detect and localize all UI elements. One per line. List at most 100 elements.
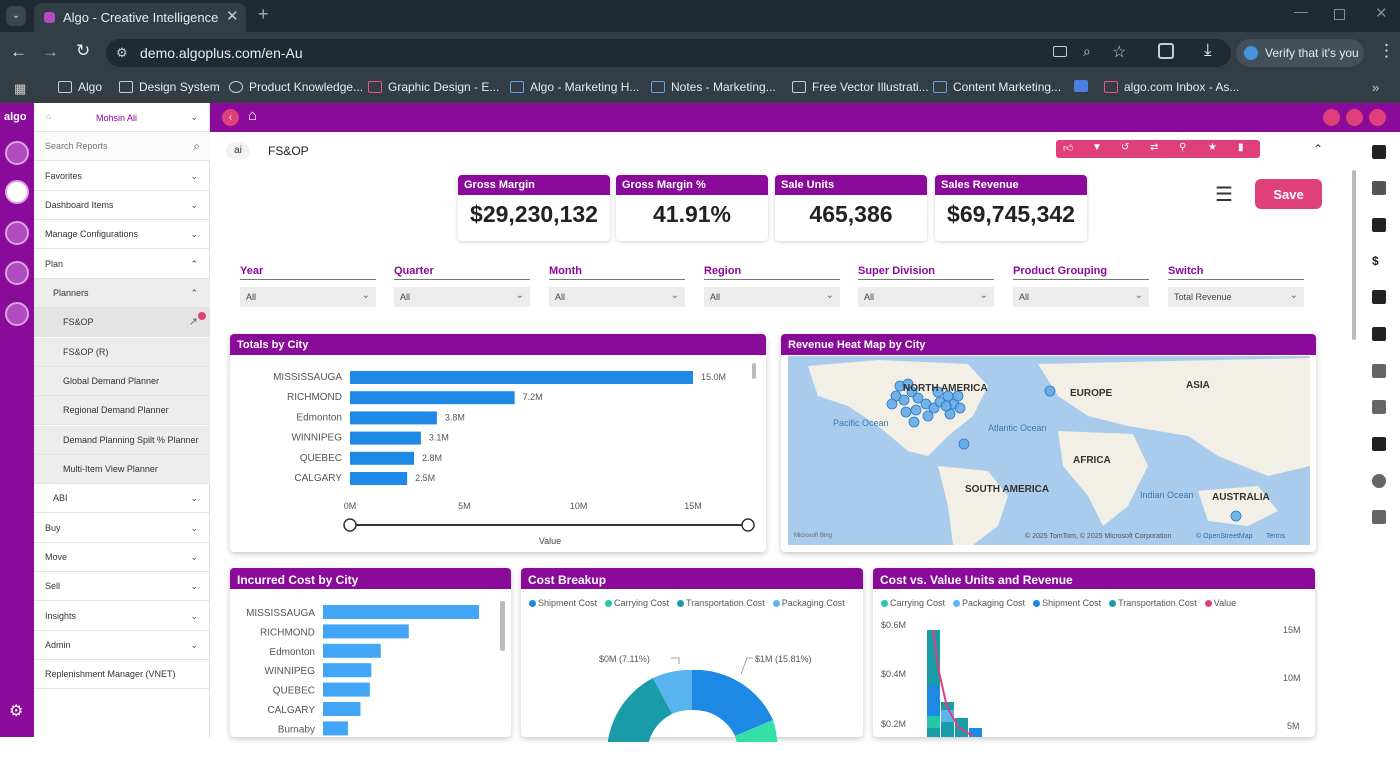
trend-icon[interactable] — [1372, 181, 1386, 195]
osm-link[interactable]: © OpenStreetMap — [1196, 532, 1253, 540]
reload-icon[interactable]: ↻ — [76, 41, 91, 60]
sidebar-item-insights[interactable]: Insights ⌄ — [34, 602, 210, 631]
tab-list-button[interactable]: ⌄ — [6, 6, 26, 26]
restore-icon[interactable] — [1334, 9, 1345, 20]
map-bing-logo: Microsoft Bing — [794, 533, 832, 539]
dashboard-icon[interactable] — [5, 180, 29, 204]
cast-icon[interactable] — [1053, 46, 1067, 57]
filter-select[interactable]: All ⌄ — [394, 287, 530, 307]
bookmark-star-icon[interactable]: ☆ — [1112, 44, 1127, 61]
bookmark-algo[interactable]: Algo — [58, 80, 102, 94]
thumbs-down-icon[interactable]: ▼ — [1092, 142, 1102, 153]
page-scrollbar[interactable] — [1352, 170, 1356, 340]
address-bar[interactable]: ⚙ demo.algoplus.com/en-Au ⌕ ☆ — [106, 39, 1231, 67]
bookmark-notes[interactable]: Notes - Marketing... — [651, 80, 776, 94]
save-button[interactable]: Save — [1255, 179, 1322, 209]
waveform-icon[interactable] — [1372, 364, 1386, 378]
thumbs-up-icon[interactable]: 👍︎ — [1063, 143, 1074, 154]
filter-select[interactable]: All ⌄ — [858, 287, 994, 307]
sidebar-item-manage-configurations[interactable]: Manage Configurations ⌄ — [34, 220, 210, 249]
sidebar-item-replenishment-manager[interactable]: Replenishment Manager (VNET) — [34, 660, 210, 689]
filter-select[interactable]: Total Revenue ⌄ — [1168, 287, 1304, 307]
pin-icon[interactable]: ⚲ — [1179, 142, 1187, 153]
bell-icon[interactable] — [1372, 145, 1386, 159]
site-info-icon[interactable]: ⚙ — [116, 45, 128, 60]
truck-icon[interactable] — [5, 221, 29, 245]
zoom-icon[interactable]: ⌕ — [1083, 43, 1091, 59]
bookmark-graphic-design[interactable]: Graphic Design - E... — [368, 80, 499, 94]
star-icon[interactable]: ★ — [1208, 142, 1217, 153]
sidebar-item-plan[interactable]: Plan ⌃ — [34, 250, 210, 279]
add-list-icon[interactable] — [1372, 510, 1386, 524]
close-icon[interactable]: ✕ — [226, 8, 239, 25]
profile-chip[interactable]: Verify that it's you — [1236, 39, 1364, 67]
briefcase-icon[interactable] — [5, 302, 29, 326]
download-icon[interactable]: ⤓ — [1204, 40, 1212, 59]
store-icon[interactable] — [5, 141, 29, 165]
user-menu[interactable]: ⌂ Mohsin Ali ⌄ — [34, 103, 210, 132]
search-input[interactable] — [45, 141, 175, 151]
sidebar-item-dashboard-items[interactable]: Dashboard Items ⌄ — [34, 191, 210, 220]
sidebar-item-global-demand-planner[interactable]: Global Demand Planner — [34, 367, 210, 396]
sidebar-item-admin[interactable]: Admin ⌄ — [34, 631, 210, 660]
minimize-icon[interactable]: — — [1294, 3, 1308, 19]
sidebar-item-move[interactable]: Move ⌄ — [34, 543, 210, 572]
document-icon[interactable] — [1372, 327, 1386, 341]
filter-select[interactable]: All ⌄ — [704, 287, 840, 307]
bag-icon[interactable] — [5, 261, 29, 285]
sync-icon[interactable] — [1372, 474, 1386, 488]
file-icon[interactable] — [1372, 437, 1386, 451]
layout-icon[interactable] — [1369, 109, 1386, 126]
kpi-label: Gross Margin % — [616, 175, 768, 195]
bookmark-docs[interactable] — [1074, 80, 1088, 92]
world-map[interactable]: NORTH AMERICA EUROPE ASIA Pacific Ocean … — [788, 356, 1310, 545]
sliders-icon[interactable]: ⚙ — [9, 703, 24, 720]
dollar-icon[interactable]: $ — [1372, 254, 1386, 268]
sidebar-item-label: Admin — [45, 640, 71, 650]
sidebar-item-planners[interactable]: Planners ⌃ — [34, 279, 210, 308]
new-tab-icon[interactable]: + — [258, 4, 269, 24]
sidebar-item-demand-split-planner[interactable]: Demand Planning Spilt % Planner — [34, 426, 210, 455]
sidebar-item-fsop-r[interactable]: FS&OP (R) — [34, 338, 210, 367]
bolt-icon[interactable] — [1372, 218, 1386, 232]
sidebar-item-multi-item-planner[interactable]: Multi-Item View Planner — [34, 455, 210, 484]
save-icon[interactable] — [1372, 290, 1386, 304]
filter-settings-icon[interactable]: ☰ — [1215, 184, 1233, 206]
browser-tab[interactable]: Algo - Creative Intelligence ✕ — [34, 3, 246, 32]
kpi-gross-margin: Gross Margin $29,230,132 — [458, 175, 610, 241]
sidebar-item-buy[interactable]: Buy ⌄ — [34, 514, 210, 543]
more-menu-icon[interactable]: ⋮ — [1378, 41, 1395, 60]
bookmark-design-system[interactable]: Design System — [119, 80, 220, 94]
back-circle-icon[interactable]: ‹ — [222, 109, 239, 126]
sidebar-item-favorites[interactable]: Favorites ⌄ — [34, 162, 210, 191]
home-icon[interactable]: ⌂ — [248, 107, 258, 124]
extensions-icon[interactable] — [1158, 43, 1174, 59]
sidebar-item-sell[interactable]: Sell ⌄ — [34, 572, 210, 601]
search-reports[interactable]: ⌕ — [34, 132, 210, 161]
bookmark-content-marketing[interactable]: Content Marketing... — [933, 80, 1061, 94]
trash-icon[interactable]: ▮ — [1238, 142, 1244, 153]
transfer-icon[interactable] — [1372, 400, 1386, 414]
bookmark-algo-marketing[interactable]: Algo - Marketing H... — [510, 80, 639, 94]
sidebar-item-fsop[interactable]: FS&OP ↗ — [34, 308, 210, 337]
apps-grid-icon[interactable]: ▦ — [14, 81, 27, 96]
history-icon[interactable]: ↺ — [1121, 142, 1130, 153]
forward-icon[interactable]: → — [42, 42, 59, 61]
filter-select[interactable]: All ⌄ — [1013, 287, 1149, 307]
expand-icon[interactable] — [1323, 109, 1340, 126]
sidebar-item-abi[interactable]: ABI ⌄ — [34, 484, 210, 513]
bookmark-product-knowledge[interactable]: Product Knowledge... — [229, 80, 363, 94]
terms-link[interactable]: Terms — [1266, 533, 1286, 540]
share-icon[interactable]: ⇄ — [1150, 142, 1159, 153]
chevron-up-icon[interactable]: ⌃ — [1313, 142, 1324, 156]
grid-icon[interactable] — [1346, 109, 1363, 126]
bookmark-free-vector[interactable]: Free Vector Illustrati... — [792, 80, 929, 94]
sidebar-item-regional-demand-planner[interactable]: Regional Demand Planner — [34, 396, 210, 425]
back-icon[interactable]: ← — [10, 42, 27, 61]
window-close-icon[interactable]: ✕ — [1375, 5, 1388, 22]
filter-select[interactable]: All ⌄ — [549, 287, 685, 307]
search-icon[interactable]: ⌕ — [193, 139, 200, 153]
filter-select[interactable]: All ⌄ — [240, 287, 376, 307]
bookmark-inbox[interactable]: algo.com Inbox - As... — [1104, 80, 1239, 94]
more-bookmarks-icon[interactable]: » — [1372, 80, 1380, 95]
